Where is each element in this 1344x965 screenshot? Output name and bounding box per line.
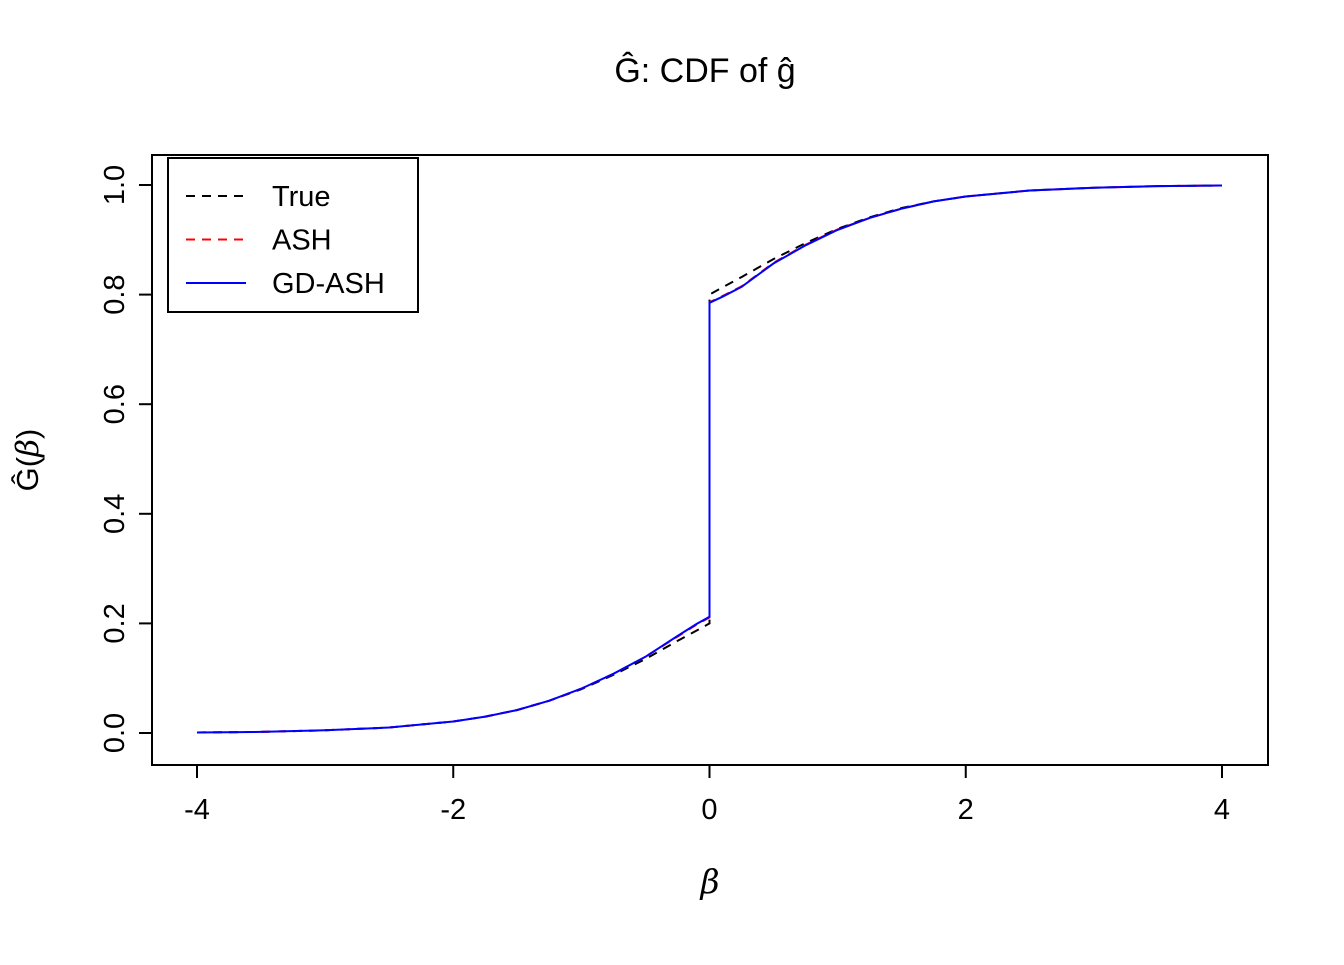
x-tick-label: -2 [440, 794, 466, 826]
legend-label-true: True [272, 181, 331, 213]
x-tick-label: 2 [958, 794, 974, 826]
y-axis-label-prefix: Ĝ( [10, 456, 45, 491]
axes: -4 -2 0 2 4 0.0 0.2 0.4 0.6 0.8 1.0 [99, 165, 1230, 826]
y-axis-label-beta: β [10, 439, 46, 458]
chart-title: Ĝ: CDF of ĝ [614, 52, 795, 90]
x-tick-label: 4 [1214, 794, 1230, 826]
legend-label-ash: ASH [272, 225, 332, 257]
series-line-gd-ash [196, 184, 1223, 734]
y-axis-label-suffix: ) [10, 429, 45, 439]
y-tick-label: 0.2 [99, 603, 131, 643]
legend-label-gd-ash: GD-ASH [272, 268, 385, 300]
y-tick-label: 0.4 [99, 494, 131, 534]
x-tick-label: -4 [184, 794, 210, 826]
series-lines [196, 184, 1223, 734]
y-tick-label: 1.0 [99, 165, 131, 205]
x-axis-label: β [698, 862, 719, 901]
y-tick-label: 0.0 [99, 713, 131, 753]
x-tick-label: 0 [701, 794, 717, 826]
legend-box [167, 157, 419, 313]
legend: True ASH GD-ASH [167, 157, 419, 313]
y-tick-label: 0.6 [99, 384, 131, 424]
y-axis-label: Ĝ(β) [10, 429, 46, 492]
y-tick-label: 0.8 [99, 274, 131, 314]
